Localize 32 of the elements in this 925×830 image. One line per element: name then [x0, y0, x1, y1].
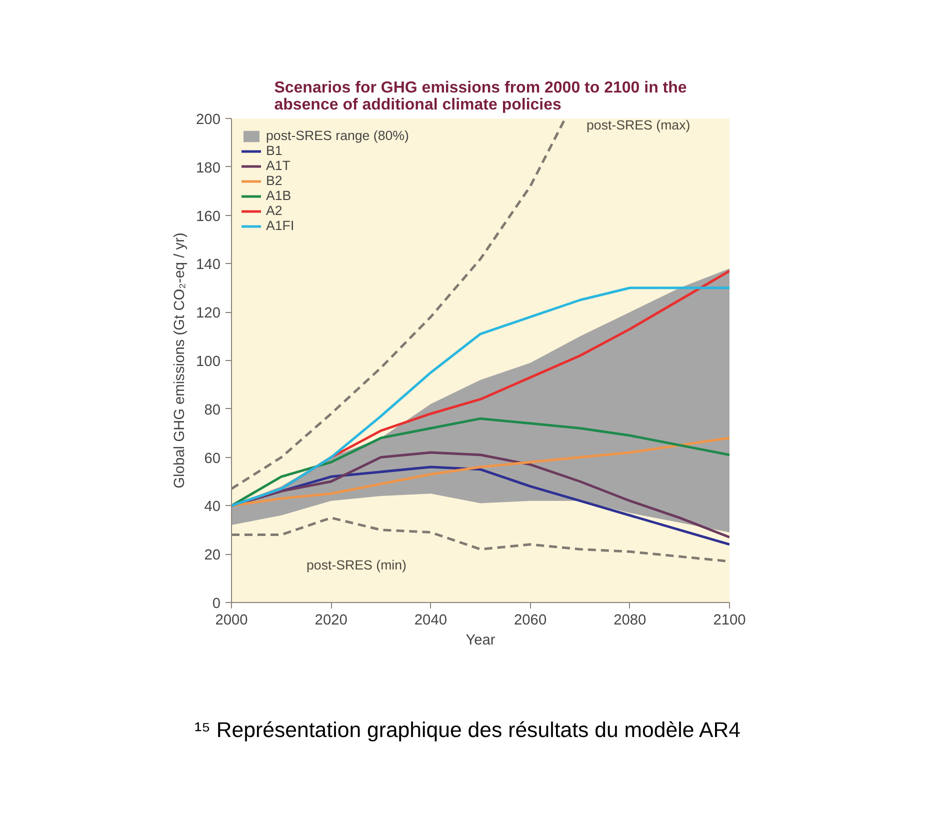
annotation: post-SRES (min)	[306, 558, 406, 572]
chart-title: Scenarios for GHG emissions from 2000 to 2100 in the absence of additional climate policies	[274, 80, 687, 114]
y-tick-label: 160	[196, 208, 221, 225]
x-tick-label: 2100	[713, 612, 746, 628]
y-tick-label: 180	[196, 160, 221, 176]
y-tick-label: 40	[204, 499, 221, 516]
legend-label: A1FI	[266, 218, 294, 233]
y-tick-label: 100	[196, 354, 221, 370]
y-tick-label: 20	[204, 548, 221, 564]
legend-label: post-SRES range (80%)	[266, 128, 409, 143]
y-tick-label: 60	[204, 450, 221, 467]
line-series	[232, 417, 730, 507]
x-tick-label: 2040	[414, 612, 448, 628]
line-series	[232, 436, 730, 507]
y-axis-title: Global GHG emissions (Gt CO₂-eq / yr)	[172, 232, 188, 488]
y-tick-label: 120	[196, 306, 221, 322]
legend-label: B2	[266, 173, 284, 188]
legend-label: A1T	[266, 158, 290, 173]
y-tick-label: 140	[196, 257, 221, 274]
legend-label: B1	[266, 143, 284, 158]
y-tick-label: 200	[196, 112, 221, 128]
y-tick-label: 0	[212, 596, 221, 612]
annotation: post-SRES (max)	[586, 118, 690, 132]
legend-label: A2	[266, 203, 284, 218]
x-tick-label: 2000	[215, 612, 248, 628]
y-tick-label: 80	[204, 402, 221, 418]
text: ¹⁵ Représentation graphique des résultats du modèle AR4	[194, 717, 740, 744]
x-tick-label: 2060	[514, 612, 547, 628]
x-tick-label: 2020	[314, 612, 348, 628]
x-tick-label: 2080	[614, 612, 646, 628]
legend-label: A1B	[266, 188, 292, 203]
x-axis-title: Year	[466, 632, 496, 648]
